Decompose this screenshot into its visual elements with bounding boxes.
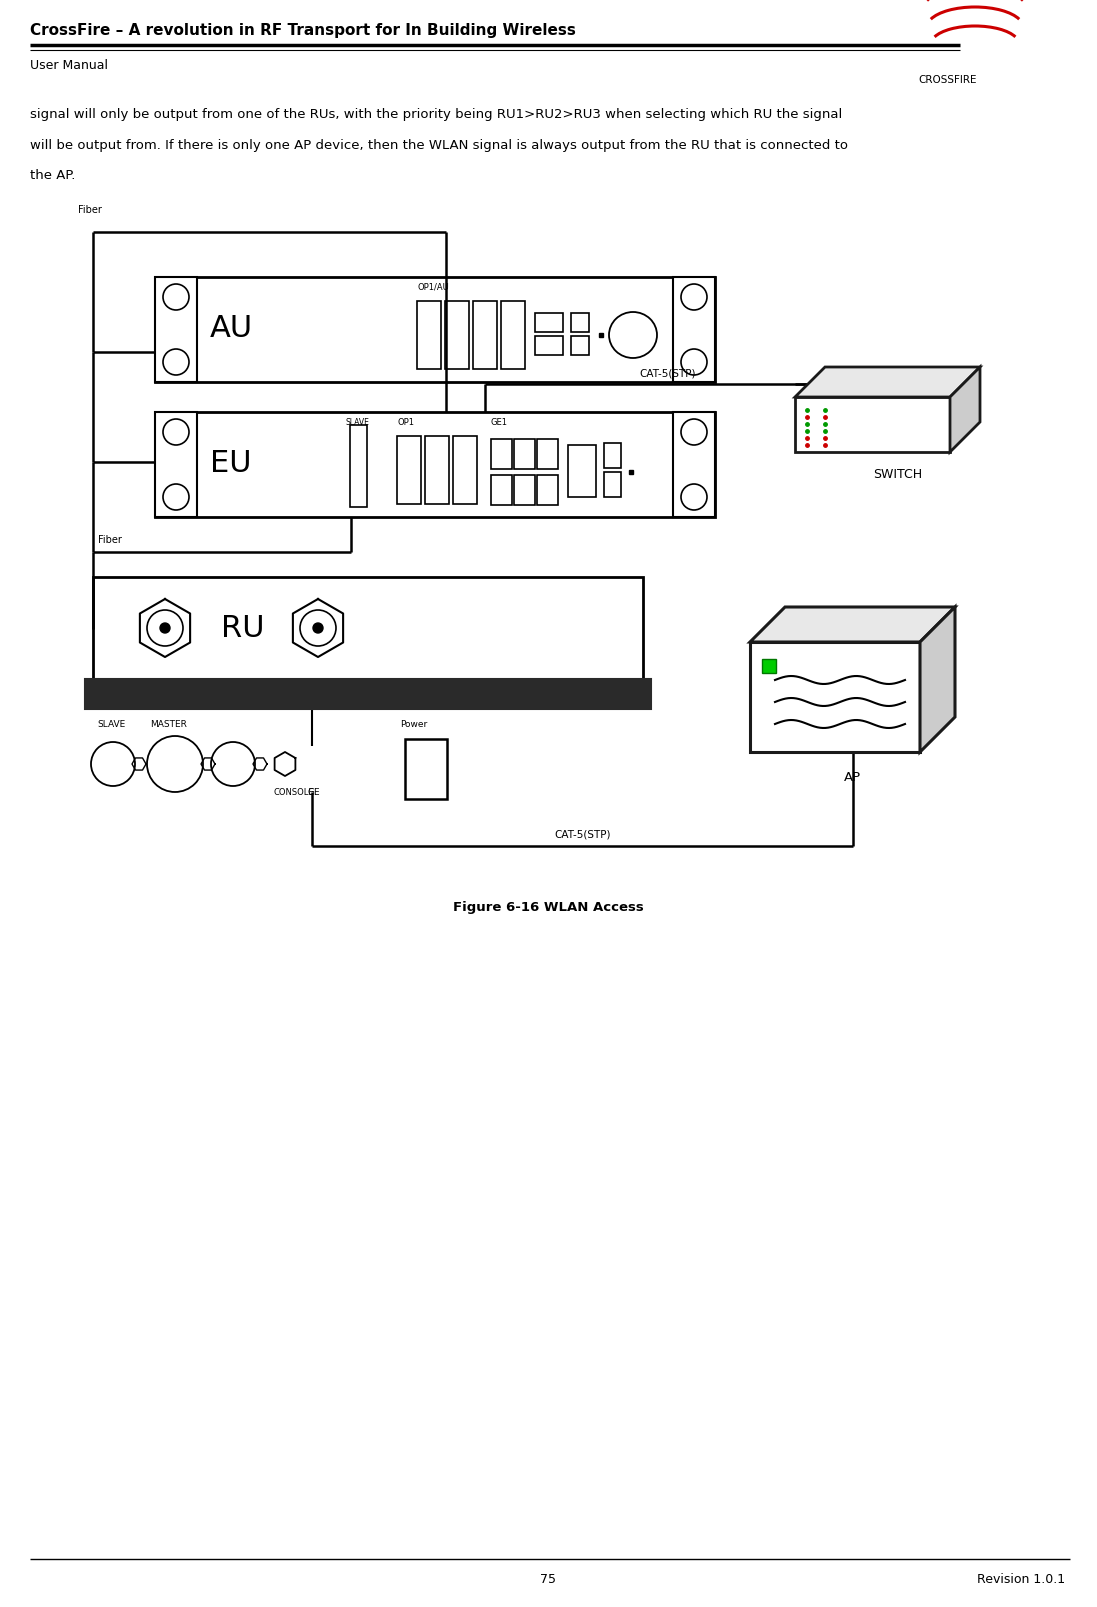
Bar — [604, 472, 621, 498]
Text: will be output from. If there is only one AP device, then the WLAN signal is alw: will be output from. If there is only on… — [30, 140, 848, 153]
Circle shape — [211, 742, 255, 786]
Text: SLAVE: SLAVE — [344, 418, 369, 427]
Bar — [453, 437, 476, 505]
Text: MASTER: MASTER — [150, 720, 186, 730]
Text: Power: Power — [400, 720, 427, 730]
Bar — [397, 437, 420, 505]
Polygon shape — [950, 368, 980, 453]
Bar — [491, 440, 512, 469]
Bar — [473, 302, 497, 370]
Bar — [762, 659, 776, 673]
Text: User Manual: User Manual — [30, 59, 108, 72]
Text: RU: RU — [222, 614, 264, 643]
Bar — [501, 302, 524, 370]
Circle shape — [313, 624, 323, 633]
Text: the AP.: the AP. — [30, 169, 76, 182]
Bar — [572, 313, 589, 333]
Bar — [350, 426, 367, 508]
Bar — [155, 413, 715, 517]
Text: CAT-5(STP): CAT-5(STP) — [640, 368, 695, 379]
Bar — [572, 337, 589, 355]
Circle shape — [681, 284, 706, 310]
Text: AP: AP — [844, 770, 861, 784]
Text: SLAVE: SLAVE — [97, 720, 125, 730]
Ellipse shape — [609, 313, 657, 358]
Bar — [604, 444, 621, 469]
Bar — [568, 445, 596, 498]
Circle shape — [681, 419, 706, 445]
Circle shape — [163, 485, 189, 511]
Text: EU: EU — [210, 448, 251, 477]
Circle shape — [160, 624, 170, 633]
Text: GE1: GE1 — [491, 418, 508, 427]
Text: signal will only be output from one of the RUs, with the priority being RU1>RU2>: signal will only be output from one of t… — [30, 108, 842, 122]
Circle shape — [91, 742, 135, 786]
Text: Fiber: Fiber — [78, 204, 102, 215]
Bar — [445, 302, 468, 370]
Text: CONSOLE: CONSOLE — [273, 787, 314, 797]
Bar — [155, 278, 715, 382]
Polygon shape — [795, 399, 950, 453]
Bar — [93, 577, 643, 680]
Bar — [672, 413, 715, 517]
Text: CROSSFIRE: CROSSFIRE — [918, 76, 976, 85]
Bar — [155, 278, 197, 382]
Bar — [538, 440, 558, 469]
Text: OP1: OP1 — [397, 418, 414, 427]
Bar — [514, 476, 535, 506]
Circle shape — [681, 350, 706, 376]
Bar — [535, 337, 563, 355]
Text: Figure 6-16 WLAN Access: Figure 6-16 WLAN Access — [453, 902, 643, 914]
Circle shape — [163, 350, 189, 376]
Bar — [538, 476, 558, 506]
Text: SWITCH: SWITCH — [873, 468, 923, 480]
Circle shape — [163, 419, 189, 445]
Circle shape — [163, 284, 189, 310]
Circle shape — [681, 485, 706, 511]
Bar — [84, 680, 651, 710]
Polygon shape — [750, 643, 920, 752]
Text: AU: AU — [210, 313, 253, 342]
Bar — [491, 476, 512, 506]
Polygon shape — [750, 607, 955, 643]
Bar — [672, 278, 715, 382]
Bar — [514, 440, 535, 469]
Circle shape — [147, 736, 203, 792]
Text: CAT-5(STP): CAT-5(STP) — [554, 829, 611, 839]
Text: Fiber: Fiber — [98, 535, 122, 545]
Polygon shape — [920, 607, 955, 752]
Polygon shape — [795, 368, 980, 399]
Bar — [155, 413, 197, 517]
Circle shape — [147, 611, 183, 646]
Text: CrossFire – A revolution in RF Transport for In Building Wireless: CrossFire – A revolution in RF Transport… — [30, 24, 576, 39]
Bar — [425, 437, 449, 505]
Circle shape — [299, 611, 336, 646]
Bar — [405, 739, 446, 800]
Text: GE: GE — [307, 787, 319, 797]
Bar — [535, 313, 563, 333]
Text: 75: 75 — [540, 1573, 556, 1586]
Text: Revision 1.0.1: Revision 1.0.1 — [976, 1573, 1065, 1586]
Bar — [417, 302, 441, 370]
Text: OP1/AU: OP1/AU — [417, 283, 449, 292]
